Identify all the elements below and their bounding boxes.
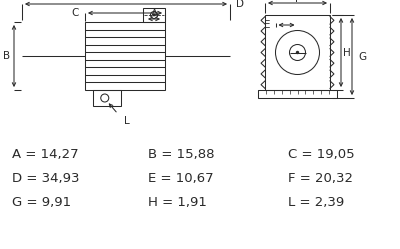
Text: D: D [236,0,244,9]
Text: A = 14,27: A = 14,27 [12,148,79,161]
Bar [258,90,337,98]
Text: G: G [358,52,366,62]
Text: F = 20,32: F = 20,32 [288,172,353,185]
Text: L: L [124,116,130,126]
Text: L = 2,39: L = 2,39 [288,196,344,209]
Text: C = 19,05: C = 19,05 [288,148,355,161]
Text: F: F [294,0,300,4]
Text: A: A [150,9,158,19]
Bar [143,8,165,22]
Bar [265,15,330,90]
Text: G = 9,91: G = 9,91 [12,196,71,209]
Text: C: C [72,8,79,18]
Circle shape [296,52,298,54]
Text: B: B [4,51,10,61]
Circle shape [153,14,155,16]
Bar [85,22,165,90]
Bar [93,90,121,106]
Text: D = 34,93: D = 34,93 [12,172,80,185]
Text: H = 1,91: H = 1,91 [148,196,207,209]
Text: E: E [264,20,270,30]
Text: H: H [343,48,351,58]
Text: E = 10,67: E = 10,67 [148,172,214,185]
Text: B = 15,88: B = 15,88 [148,148,214,161]
